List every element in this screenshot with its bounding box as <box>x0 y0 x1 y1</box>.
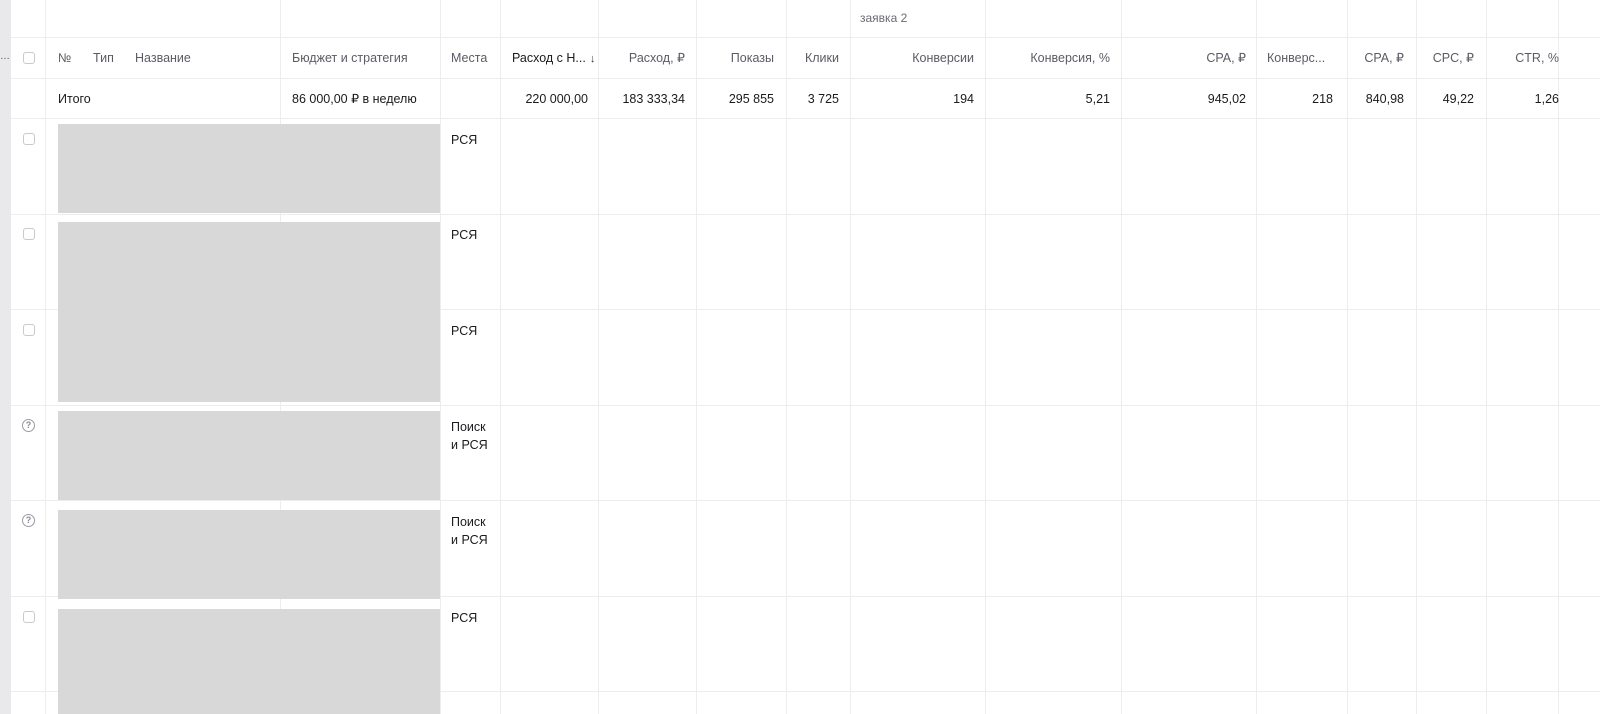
col-header-places[interactable]: Места <box>451 51 488 65</box>
question-circle-icon[interactable]: ? <box>22 419 35 432</box>
column-divider <box>45 0 46 714</box>
column-divider <box>598 0 599 714</box>
row-divider <box>11 309 1600 310</box>
total-cpc: 49,22 <box>1442 92 1474 106</box>
col-header-type[interactable]: Тип <box>93 51 114 65</box>
total-cpa: 945,02 <box>1207 92 1246 106</box>
total-conversions-2: 218 <box>1312 92 1333 106</box>
row-divider <box>11 37 1600 38</box>
total-label: Итого <box>58 92 91 106</box>
total-impressions: 295 855 <box>728 92 774 106</box>
row-places-line-1: РСЯ <box>451 133 478 147</box>
col-header-conv-rate[interactable]: Конверсия, % <box>1030 51 1110 65</box>
column-divider <box>1558 0 1559 714</box>
column-divider <box>1256 0 1257 714</box>
row-checkbox[interactable] <box>23 228 35 240</box>
col-header-budget[interactable]: Бюджет и стратегия <box>292 51 408 65</box>
redacted-campaign-block <box>58 609 440 714</box>
group-header-label: заявка 2 <box>860 11 908 25</box>
campaign-stats-table: заявка 2 № Тип Название Бюджет и стратег… <box>11 0 1600 714</box>
row-places: РСЯ <box>451 609 477 627</box>
redacted-campaign-block <box>58 510 440 599</box>
column-divider <box>1486 0 1487 714</box>
row-places: Поиск и РСЯ <box>451 418 488 454</box>
arrow-down-icon[interactable]: ↓ <box>589 53 596 65</box>
column-divider <box>440 0 441 714</box>
col-header-ctr[interactable]: CTR, % <box>1515 51 1559 65</box>
row-places: РСЯ <box>451 322 477 340</box>
total-budget: 86 000,00 ₽ в неделю <box>292 92 417 106</box>
total-ctr: 1,26 <box>1534 92 1559 106</box>
row-divider <box>11 405 1600 406</box>
redacted-campaign-block <box>58 222 440 402</box>
select-all-checkbox[interactable] <box>23 52 35 64</box>
column-divider <box>500 0 501 714</box>
column-divider <box>786 0 787 714</box>
col-header-name[interactable]: Название <box>135 51 191 65</box>
col-header-impressions[interactable]: Показы <box>730 51 774 65</box>
column-divider <box>1416 0 1417 714</box>
row-places-line-1: РСЯ <box>451 611 478 625</box>
row-divider <box>11 214 1600 215</box>
row-places-line-1: РСЯ <box>451 324 478 338</box>
col-header-spend[interactable]: Расход, ₽ <box>628 51 685 65</box>
col-header-num[interactable]: № <box>58 51 72 65</box>
row-places-line-1: Поиск <box>451 515 486 529</box>
row-places: РСЯ <box>451 131 477 149</box>
col-header-spend-vat[interactable]: Расход с Н... ↓ <box>512 50 595 67</box>
row-places: РСЯ <box>451 226 477 244</box>
total-clicks: 3 725 <box>807 92 839 106</box>
left-edge-ellipsis: … <box>0 51 10 62</box>
col-header-conversions[interactable]: Конверсии <box>912 51 974 65</box>
total-spend-vat: 220 000,00 <box>525 92 588 106</box>
col-header-conversions-2[interactable]: Конверс... <box>1267 51 1326 65</box>
col-header-spend-vat-label: Расход с Н... <box>512 51 586 65</box>
redacted-campaign-block <box>58 124 440 213</box>
column-divider <box>850 0 851 714</box>
row-places-line-2: и РСЯ <box>451 533 488 547</box>
row-divider <box>11 78 1600 79</box>
total-conversions: 194 <box>953 92 974 106</box>
row-divider <box>11 691 1600 692</box>
row-divider <box>11 500 1600 501</box>
row-divider <box>11 596 1600 597</box>
column-divider <box>696 0 697 714</box>
column-divider <box>985 0 986 714</box>
row-places-line-1: РСЯ <box>451 228 478 242</box>
row-checkbox[interactable] <box>23 611 35 623</box>
row-places-line-1: Поиск <box>451 420 486 434</box>
column-divider <box>1347 0 1348 714</box>
col-header-cpa[interactable]: CPA, ₽ <box>1206 51 1246 65</box>
row-divider <box>11 118 1600 119</box>
row-places-line-2: и РСЯ <box>451 438 488 452</box>
row-checkbox[interactable] <box>23 324 35 336</box>
total-spend: 183 333,34 <box>622 92 685 106</box>
col-header-cpc[interactable]: CPC, ₽ <box>1432 51 1474 65</box>
row-checkbox[interactable] <box>23 133 35 145</box>
question-circle-icon[interactable]: ? <box>22 514 35 527</box>
total-conv-rate: 5,21 <box>1085 92 1110 106</box>
row-places: Поиск и РСЯ <box>451 513 488 549</box>
col-header-clicks[interactable]: Клики <box>804 51 839 65</box>
total-cpa-2: 840,98 <box>1365 92 1404 106</box>
redacted-campaign-block <box>58 411 440 500</box>
col-header-cpa-2[interactable]: CPA, ₽ <box>1364 51 1404 65</box>
column-divider <box>1121 0 1122 714</box>
